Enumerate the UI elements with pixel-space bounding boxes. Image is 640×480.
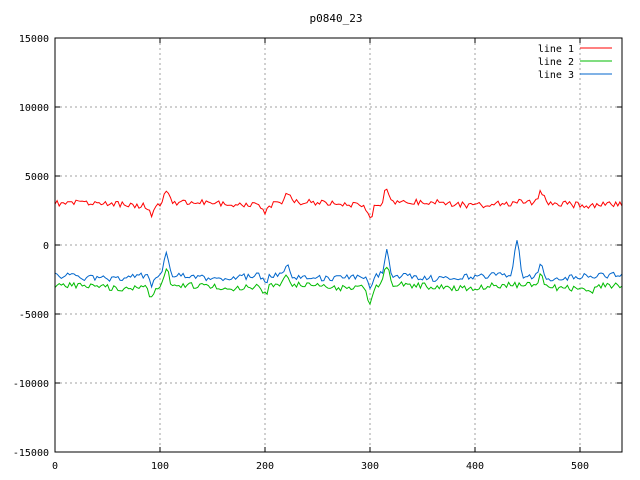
series-layer <box>54 188 623 306</box>
x-tick-label: 500 <box>571 461 589 472</box>
legend: line 1 line 2 line 3 <box>538 44 612 81</box>
series-line-2 <box>54 266 623 306</box>
y-tick-label: 5000 <box>25 172 49 183</box>
y-tick-label: -5000 <box>19 310 49 321</box>
chart-title: p0840_23 <box>310 12 363 25</box>
y-tick-label: -15000 <box>13 448 49 459</box>
y-tick-label: 0 <box>43 241 49 252</box>
y-tick-label: 10000 <box>19 103 49 114</box>
x-tick-label: 400 <box>466 461 484 472</box>
legend-label-1: line 1 <box>538 44 574 55</box>
y-tick-label: -10000 <box>13 379 49 390</box>
y-tick-label: 15000 <box>19 34 49 45</box>
x-tick-label: 300 <box>361 461 379 472</box>
axis-ticks: 0 100 200 300 400 500 -15000 -10000 -5000 0 5000 10… <box>13 34 622 472</box>
legend-label-3: line 3 <box>538 70 574 81</box>
grid-lines <box>55 38 622 452</box>
x-tick-label: 0 <box>52 461 58 472</box>
series-line-3 <box>54 240 623 290</box>
legend-label-2: line 2 <box>538 57 574 68</box>
series-line-1 <box>54 188 623 219</box>
x-tick-label: 100 <box>151 461 169 472</box>
x-tick-label: 200 <box>256 461 274 472</box>
